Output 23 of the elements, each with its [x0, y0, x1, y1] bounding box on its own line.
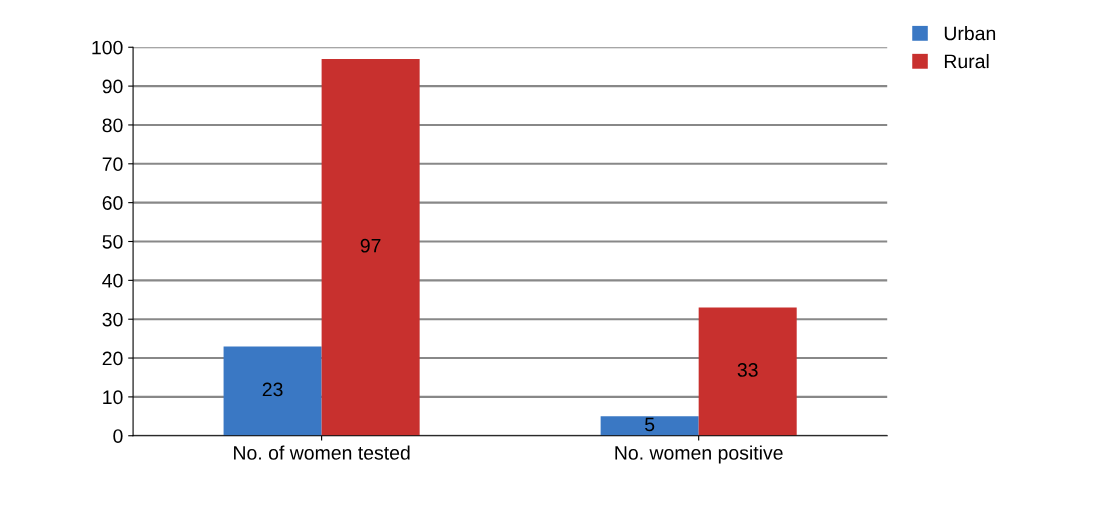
x-tick-label: No. of women tested	[234, 445, 410, 460]
y-tick-label: 50	[102, 234, 123, 249]
data-label: 33	[737, 363, 758, 377]
legend-label: Urban	[944, 26, 996, 41]
y-tick-label: 90	[102, 79, 123, 94]
y-tick-label: 70	[102, 157, 123, 172]
data-label: 5	[645, 417, 655, 432]
data-label: 23	[262, 382, 283, 397]
bar	[698, 307, 797, 436]
bar	[223, 346, 322, 436]
y-tick-label: 100	[92, 40, 123, 55]
y-tick-label: 30	[102, 312, 123, 327]
legend-label: Rural	[944, 53, 989, 69]
y-tick-label: 60	[102, 196, 123, 210]
data-label: 97	[360, 238, 381, 253]
x-tick-label: No. women positive	[615, 445, 783, 464]
y-tick-label: 20	[102, 351, 123, 366]
y-tick-label: 80	[102, 118, 123, 133]
y-tick-label: 10	[103, 390, 123, 405]
y-tick-label: 40	[102, 273, 123, 288]
bar	[600, 416, 699, 436]
y-tick-label: 0	[113, 429, 123, 443]
bar	[321, 58, 420, 436]
